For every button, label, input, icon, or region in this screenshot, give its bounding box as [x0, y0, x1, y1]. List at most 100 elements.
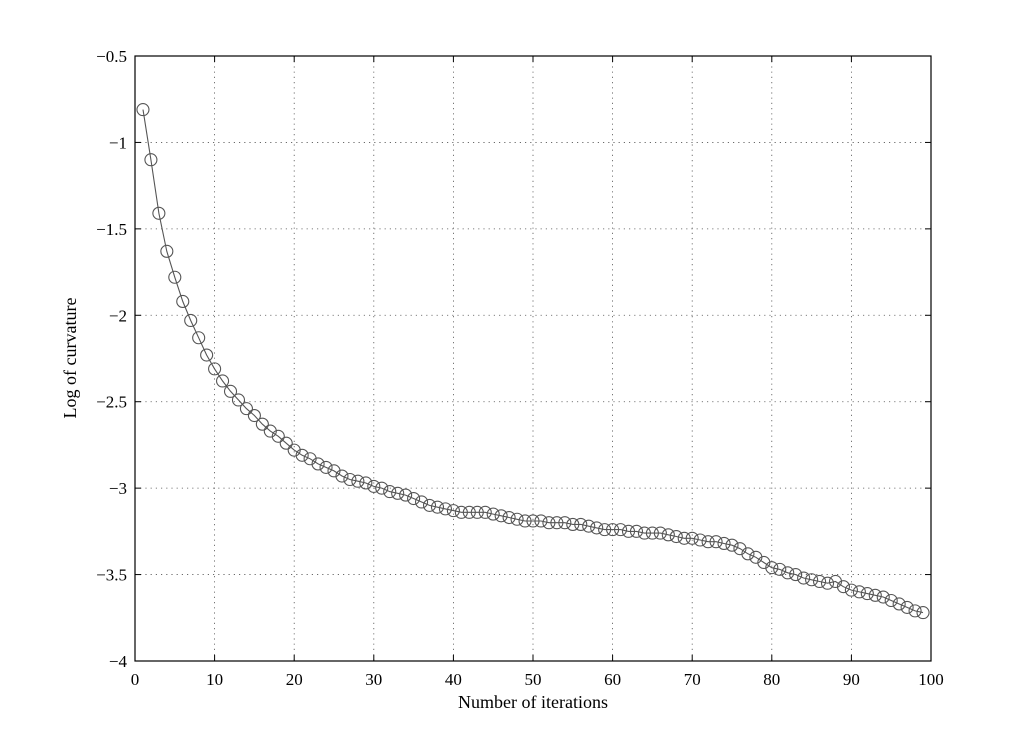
y-tick-label: −2.5: [96, 393, 127, 412]
y-tick-label: −2: [109, 306, 127, 325]
data-point: [470, 505, 484, 519]
x-tick-label: 90: [843, 670, 860, 689]
data-point: [645, 526, 659, 540]
x-tick-label: 70: [684, 670, 701, 689]
data-point: [860, 587, 874, 601]
data-point: [852, 585, 866, 599]
data-point: [876, 590, 890, 604]
data-point: [239, 402, 253, 416]
data-point: [836, 580, 850, 594]
data-point: [255, 417, 269, 431]
data-point: [319, 460, 333, 474]
x-tick-label: 50: [525, 670, 542, 689]
x-tick-label: 20: [286, 670, 303, 689]
data-point: [701, 535, 715, 549]
data-point: [820, 576, 835, 590]
data-point: [160, 244, 174, 258]
data-point: [526, 514, 540, 528]
data-point: [598, 523, 612, 537]
y-tick-label: −0.5: [96, 47, 127, 66]
data-point: [773, 562, 787, 576]
data-point: [542, 516, 556, 530]
data-point: [614, 523, 628, 537]
data-point: [558, 516, 572, 530]
x-tick-labels: 0 10 20 30 40 50 60 70 80 90 100: [131, 670, 944, 689]
data-point: [486, 507, 500, 521]
data-point: [502, 510, 516, 525]
data-point: [844, 583, 858, 597]
data-point: [454, 505, 468, 519]
data-point: [781, 566, 795, 580]
data-point: [908, 604, 922, 618]
data-point: [797, 571, 811, 585]
data-point: [900, 600, 914, 614]
data-point: [367, 479, 381, 493]
data-point: [359, 476, 373, 490]
data-point: [916, 606, 930, 620]
data-point: [629, 524, 644, 538]
data-point: [200, 348, 214, 362]
data-point: [637, 526, 651, 540]
data-point: [813, 574, 827, 589]
data-point: [789, 568, 803, 582]
data-point: [430, 500, 445, 514]
y-axis-label: Log of curvature: [60, 298, 80, 419]
data-point: [709, 535, 723, 549]
grid-lines: [135, 56, 931, 661]
y-tick-label: −4: [109, 652, 128, 671]
series-curvature: [136, 103, 930, 620]
data-point: [582, 519, 596, 533]
data-point: [136, 103, 150, 117]
data-point: [335, 469, 349, 483]
data-point: [343, 472, 357, 487]
data-point: [311, 457, 325, 471]
data-point: [383, 485, 397, 499]
data-point: [534, 514, 548, 528]
data-point: [661, 528, 675, 542]
data-point: [399, 488, 413, 502]
data-point: [438, 502, 452, 516]
data-point: [152, 206, 166, 220]
data-point: [144, 153, 158, 167]
data-point: [216, 374, 230, 388]
data-point: [208, 362, 222, 376]
data-point: [223, 384, 238, 398]
y-tick-label: −3: [109, 479, 127, 498]
y-tick-labels: −4 −3.5 −3 −2.5 −2 −1.5 −1 −0.5: [96, 47, 127, 671]
data-point: [566, 517, 580, 531]
data-point: [550, 516, 564, 530]
x-tick-label: 0: [131, 670, 140, 689]
data-point: [621, 524, 636, 538]
x-tick-label: 10: [206, 670, 223, 689]
data-point: [168, 270, 182, 284]
data-point: [606, 523, 620, 537]
data-point: [717, 536, 731, 551]
data-point: [247, 408, 261, 423]
data-point: [295, 448, 309, 462]
data-point: [884, 593, 898, 608]
data-point: [351, 474, 365, 488]
data-point: [279, 436, 293, 450]
data-point: [765, 561, 779, 575]
data-point: [231, 393, 246, 407]
data-point: [868, 588, 882, 602]
data-point: [518, 514, 532, 528]
data-point: [494, 509, 508, 523]
data-point: [415, 495, 429, 509]
data-point: [693, 533, 707, 547]
y-tick-label: −3.5: [96, 566, 127, 585]
data-point: [375, 481, 389, 495]
data-point: [510, 512, 524, 526]
x-tick-label: 30: [365, 670, 382, 689]
x-tick-label: 100: [918, 670, 944, 689]
y-tick-label: −1: [109, 133, 127, 152]
data-point: [725, 538, 739, 552]
data-point: [653, 526, 667, 540]
data-point: [805, 573, 819, 587]
data-point: [677, 531, 691, 545]
data-point: [892, 597, 906, 611]
data-point: [669, 529, 683, 544]
data-point: [462, 505, 476, 519]
data-point: [391, 486, 405, 500]
